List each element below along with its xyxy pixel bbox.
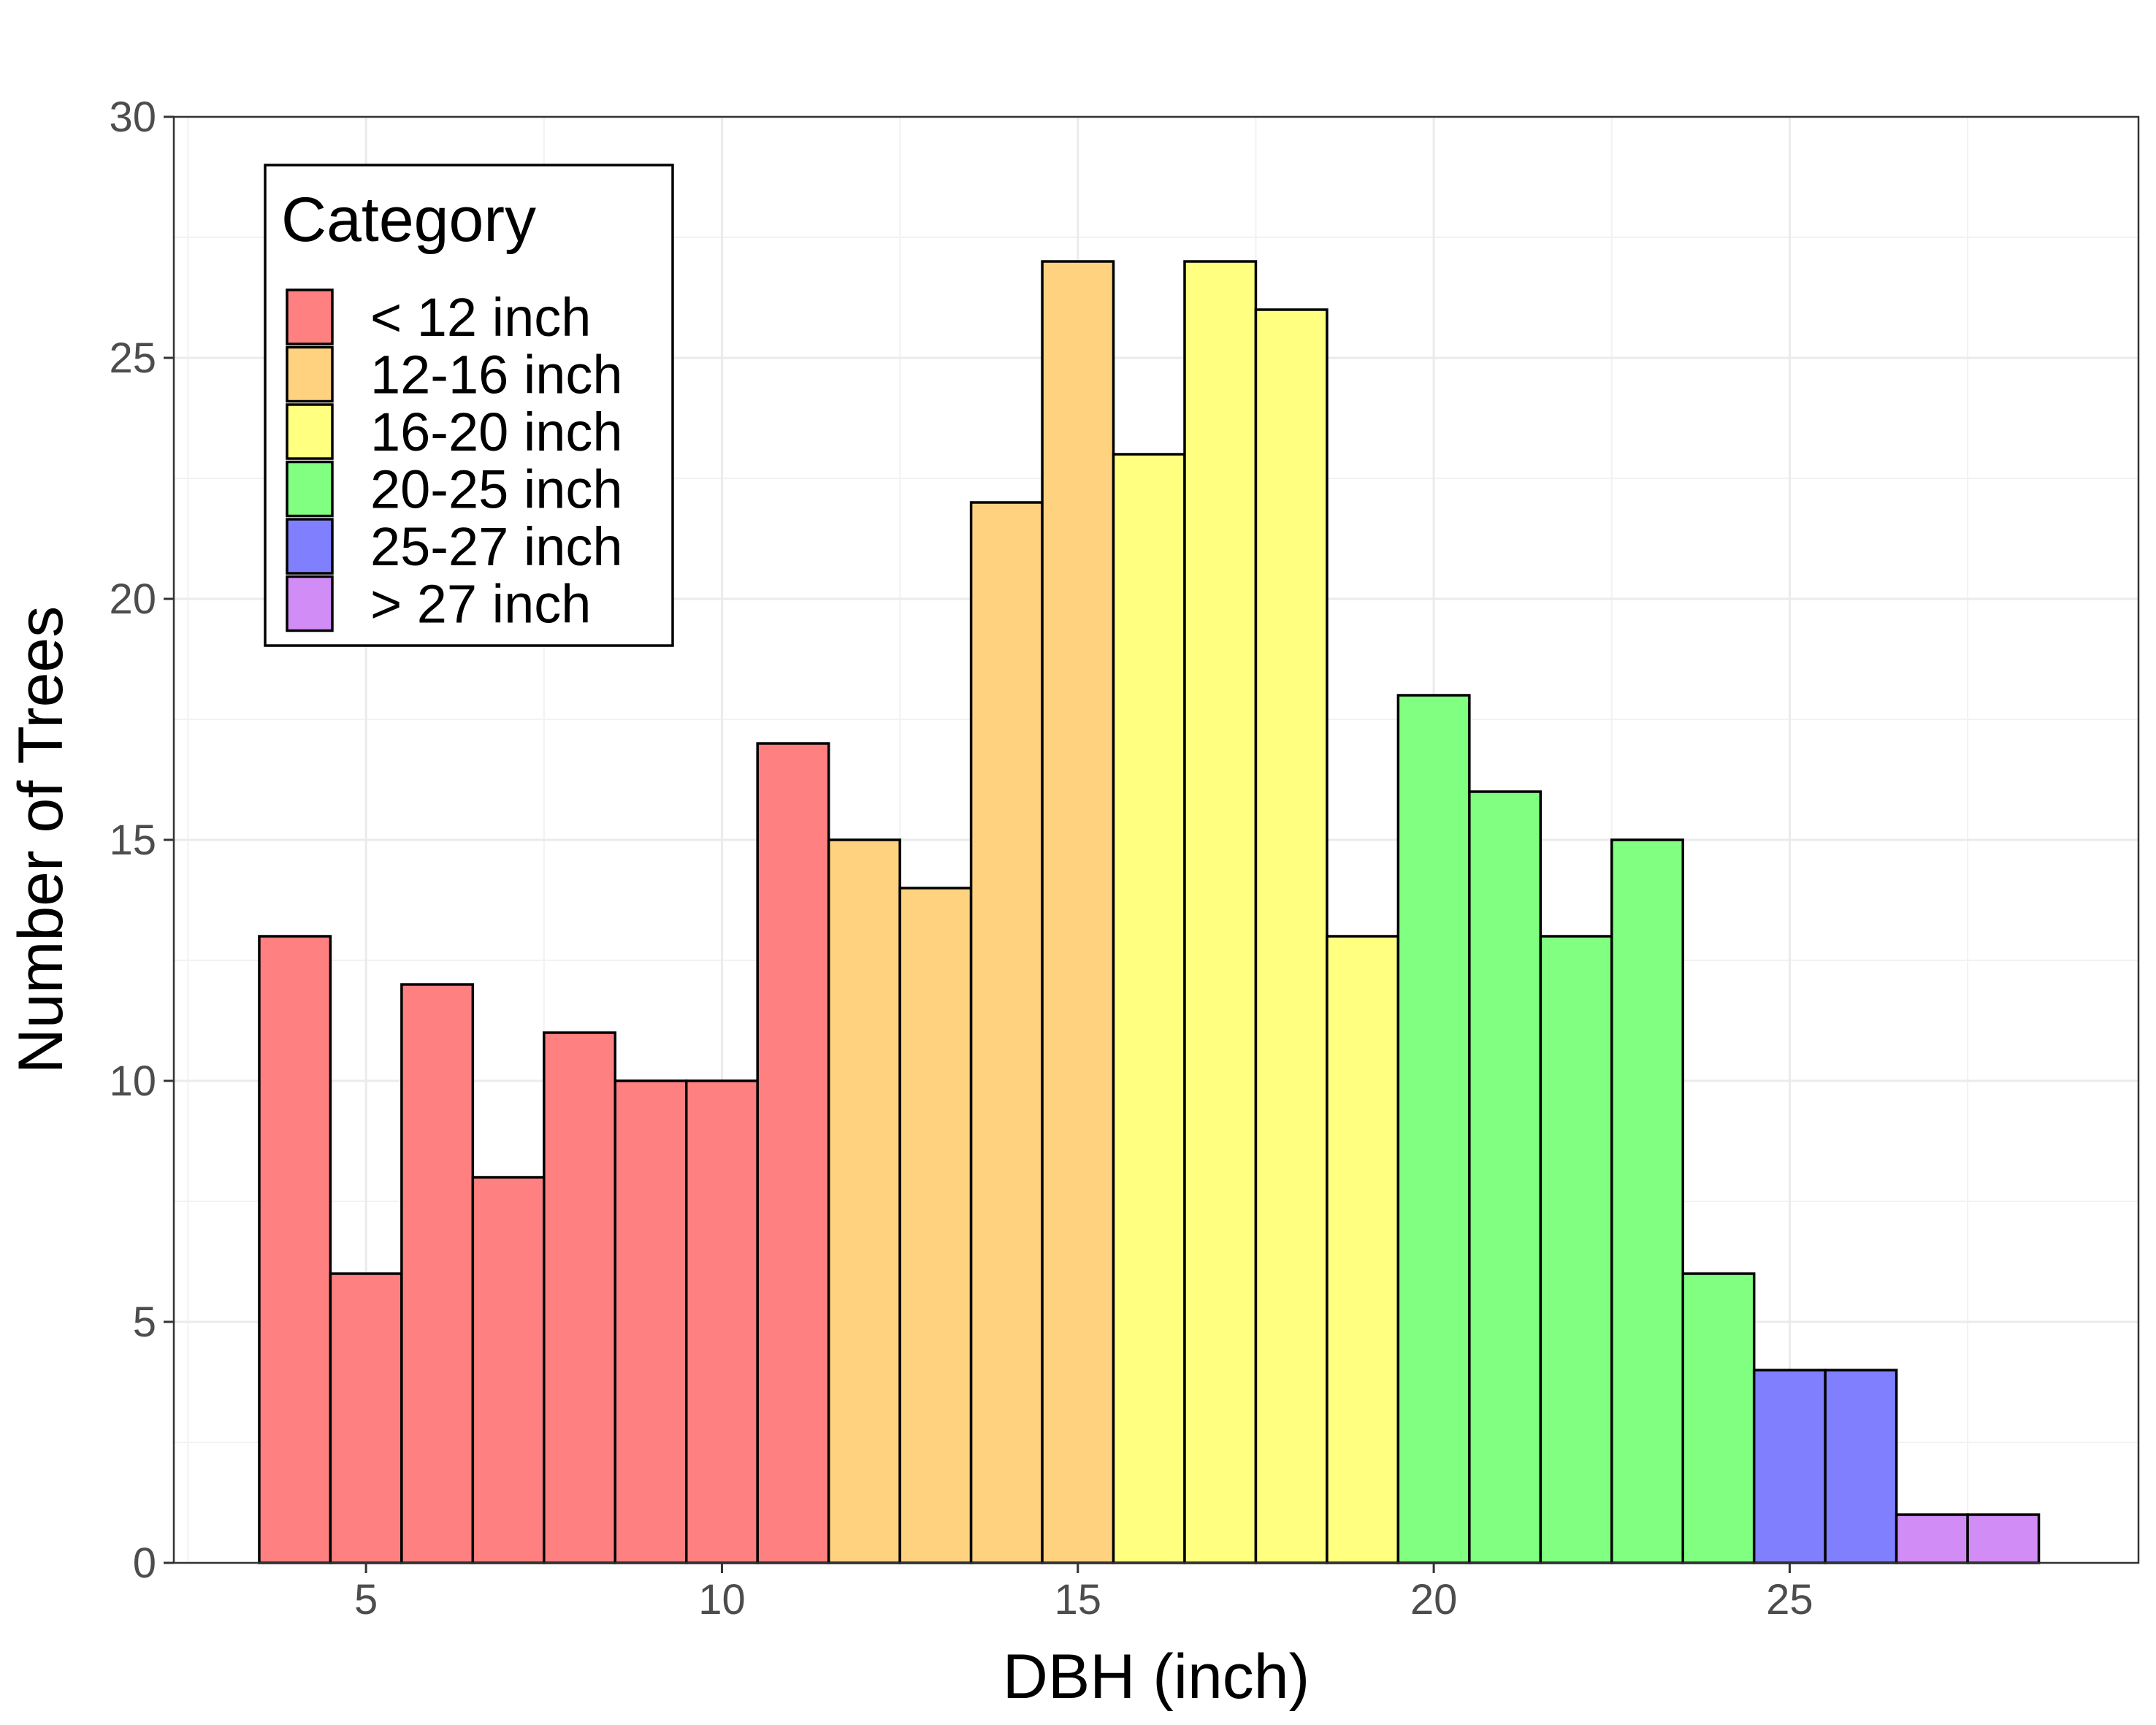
bar xyxy=(1681,1272,1756,1564)
y-tick-label: 20 xyxy=(109,575,156,623)
bar xyxy=(1468,790,1543,1564)
bar xyxy=(1610,838,1684,1564)
x-tick-label: 25 xyxy=(1766,1576,1813,1623)
legend-label: 25-27 inch xyxy=(370,516,623,577)
y-axis-title: Number of Trees xyxy=(6,606,76,1074)
bar xyxy=(329,1272,403,1564)
bar xyxy=(1254,308,1329,1564)
legend-label: > 27 inch xyxy=(370,574,591,635)
bar xyxy=(969,501,1044,1564)
bar xyxy=(1112,453,1186,1564)
x-tick-label: 20 xyxy=(1410,1576,1458,1623)
x-axis-title: DBH (inch) xyxy=(1003,1642,1310,1712)
bar xyxy=(1539,935,1613,1564)
y-tick-label: 15 xyxy=(109,816,156,864)
legend-key xyxy=(286,288,334,345)
legend-key xyxy=(286,403,334,460)
bar xyxy=(827,838,901,1564)
bar xyxy=(756,742,830,1564)
legend-label: 20-25 inch xyxy=(370,459,623,520)
y-tick-label: 25 xyxy=(109,334,156,382)
legend-label: < 12 inch xyxy=(370,287,591,348)
bar xyxy=(400,983,475,1564)
legend-label: 16-20 inch xyxy=(370,402,623,462)
y-tick-label: 0 xyxy=(133,1540,156,1587)
x-tick-label: 10 xyxy=(698,1576,746,1623)
bar xyxy=(1183,260,1258,1564)
axes: 5 10 15 20 25 0 5 10 15 20 25 30 xyxy=(109,93,1813,1623)
legend-key xyxy=(286,460,334,518)
bar xyxy=(898,887,973,1564)
bar xyxy=(1752,1369,1827,1564)
bar xyxy=(1824,1369,1898,1564)
bar xyxy=(1895,1513,1969,1564)
bars xyxy=(258,260,2041,1564)
legend-key xyxy=(286,345,334,403)
x-tick-label: 5 xyxy=(354,1576,378,1623)
bar xyxy=(613,1079,688,1564)
bar xyxy=(1041,260,1115,1564)
legend-title: Category xyxy=(281,185,536,255)
y-tick-label: 10 xyxy=(109,1057,156,1105)
bar xyxy=(684,1079,759,1564)
y-tick-label: 5 xyxy=(133,1298,156,1346)
bar xyxy=(543,1031,617,1564)
bar xyxy=(1966,1513,2041,1564)
bar xyxy=(471,1176,546,1564)
x-tick-label: 15 xyxy=(1055,1576,1102,1623)
legend-key xyxy=(286,518,334,575)
y-tick-label: 30 xyxy=(109,93,156,141)
bar xyxy=(1326,935,1400,1564)
bar xyxy=(258,935,332,1564)
legend-key xyxy=(286,575,334,632)
bar xyxy=(1396,694,1471,1564)
legend-label: 12-16 inch xyxy=(370,345,623,405)
